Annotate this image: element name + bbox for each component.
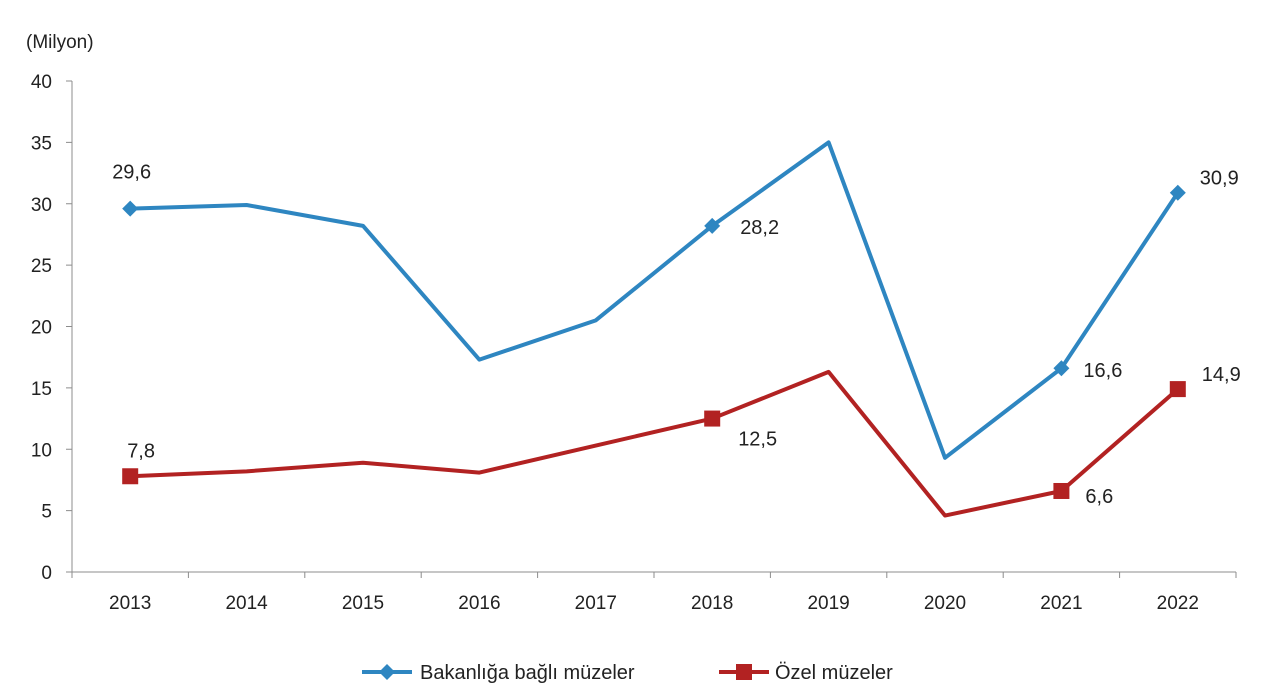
series-1-marker: [1053, 360, 1070, 377]
y-tick-label: 25: [31, 256, 52, 277]
legend-group: Bakanlığa bağlı müzeler Özel müzeler: [362, 662, 893, 684]
data-label: 14,9: [1202, 364, 1241, 386]
legend-marker-2: [736, 664, 752, 680]
y-tick-label: 15: [31, 379, 52, 400]
y-axis-unit-label: (Milyon): [26, 32, 94, 53]
y-tick-label: 30: [31, 195, 52, 216]
y-tick-label: 40: [31, 72, 52, 93]
series-1-marker: [1169, 184, 1186, 201]
legend-label: Özel müzeler: [775, 662, 893, 684]
y-tick-label: 0: [41, 563, 52, 584]
series-2-marker: [704, 410, 721, 427]
x-tick-label: 2014: [225, 593, 268, 614]
series-2-marker: [122, 468, 139, 485]
series-line-2: [128, 369, 1180, 518]
x-tick-label: 2019: [807, 593, 849, 614]
data-label: 7,8: [127, 440, 155, 462]
x-tick-label: 2013: [109, 593, 151, 614]
series-markers-group: [122, 184, 1186, 499]
series-2-marker: [1053, 482, 1070, 499]
axes-group: 0 5 10 15 20 25 30 35 40 2013 2014 2015 2016 2017 2018…: [31, 72, 1237, 614]
y-tick-label: 35: [31, 133, 52, 154]
x-tick-label: 2022: [1157, 593, 1199, 614]
x-tick-label: 2017: [575, 593, 617, 614]
series-lines-group: [128, 140, 1180, 518]
data-label: 29,6: [112, 162, 151, 184]
x-tick-label: 2015: [342, 593, 384, 614]
series-1-marker: [122, 200, 139, 217]
data-label: 16,6: [1083, 360, 1122, 382]
data-label: 12,5: [738, 429, 777, 451]
y-tick-label: 10: [31, 440, 52, 461]
data-labels-group: 29,6 28,2 16,6 30,9 7,8 12,5 6,6 14,9: [112, 162, 1241, 508]
series-2-marker: [1169, 381, 1186, 398]
data-label: 30,9: [1200, 168, 1239, 190]
data-label: 28,2: [740, 217, 779, 239]
y-tick-label: 20: [31, 318, 52, 339]
x-tick-label: 2016: [458, 593, 500, 614]
series-line-1: [128, 140, 1180, 460]
x-tick-label: 2020: [924, 593, 966, 614]
y-tick-label: 5: [41, 502, 52, 523]
x-tick-label: 2018: [691, 593, 733, 614]
series-1-marker: [704, 217, 721, 234]
legend-marker-1: [379, 664, 395, 680]
data-label: 6,6: [1085, 486, 1113, 508]
legend-label: Bakanlığa bağlı müzeler: [420, 662, 635, 684]
x-tick-label: 2021: [1040, 593, 1082, 614]
